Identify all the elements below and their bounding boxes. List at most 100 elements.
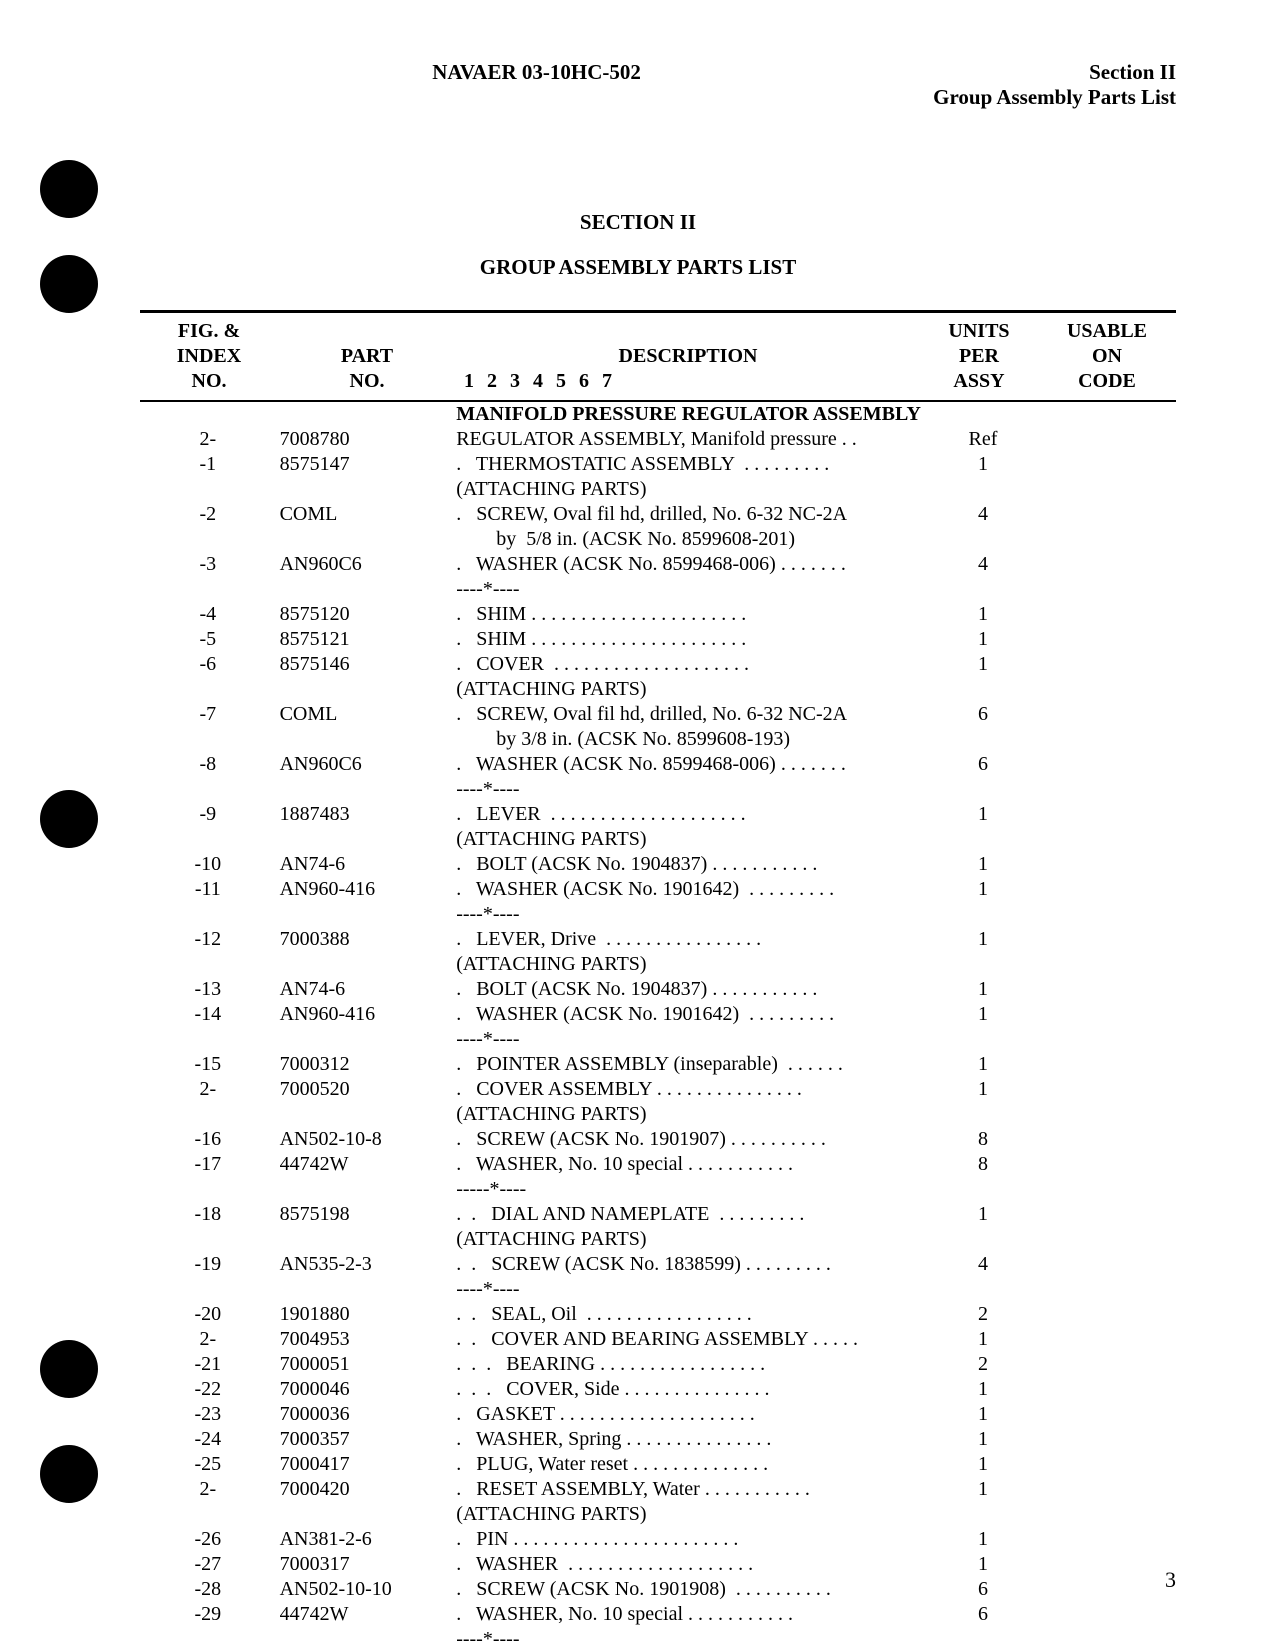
cell-fig-index: -12 [140, 927, 276, 952]
cell-description: (ATTACHING PARTS) [452, 477, 925, 502]
cell-fig-index: -11 [140, 877, 276, 902]
cell-units: 1 [925, 627, 1041, 652]
cell-description: . THERMOSTATIC ASSEMBLY . . . . . . . . … [452, 452, 925, 477]
cell-usable [1041, 577, 1176, 602]
cell-fig-index: -17 [140, 1152, 276, 1177]
cell-usable [1041, 802, 1176, 827]
cell-units: 1 [925, 1002, 1041, 1027]
cell-fig-index: -5 [140, 627, 276, 652]
cell-part-no [276, 727, 453, 752]
cell-part-no: AN960-416 [276, 877, 453, 902]
cell-part-no: 7000051 [276, 1352, 453, 1377]
cell-description: . . . COVER, Side . . . . . . . . . . . … [452, 1377, 925, 1402]
cell-description: . WASHER (ACSK No. 8599468-006) . . . . … [452, 752, 925, 777]
cell-units: 1 [925, 1202, 1041, 1227]
cell-part-no: 8575198 [276, 1202, 453, 1227]
cell-description: by 3/8 in. (ACSK No. 8599608-193) [452, 727, 925, 752]
cell-part-no: AN960C6 [276, 752, 453, 777]
cell-usable [1041, 727, 1176, 752]
table-row: -188575198. . DIAL AND NAMEPLATE . . . .… [140, 1202, 1176, 1227]
th: INDEX [177, 345, 241, 367]
subtitle: GROUP ASSEMBLY PARTS LIST [0, 255, 1276, 280]
table-row: -1744742W. WASHER, No. 10 special . . . … [140, 1152, 1176, 1177]
cell-units: Ref [925, 427, 1041, 452]
cell-fig-index: -3 [140, 552, 276, 577]
th: PER [959, 345, 999, 367]
punch-hole [40, 1445, 98, 1503]
cell-units [925, 1627, 1041, 1652]
table-row: -3AN960C6. WASHER (ACSK No. 8599468-006)… [140, 552, 1176, 577]
cell-fig-index [140, 1627, 276, 1652]
cell-fig-index: -20 [140, 1302, 276, 1327]
table-row: ----*---- [140, 902, 1176, 927]
cell-description: . LEVER, Drive . . . . . . . . . . . . .… [452, 927, 925, 952]
cell-usable [1041, 527, 1176, 552]
cell-fig-index: -6 [140, 652, 276, 677]
cell-description: ----*---- [452, 1027, 925, 1052]
section-sub: Group Assembly Parts List [933, 85, 1176, 109]
cell-fig-index: -7 [140, 702, 276, 727]
cell-usable [1041, 702, 1176, 727]
cell-description: . SCREW (ACSK No. 1901907) . . . . . . .… [452, 1127, 925, 1152]
cell-description: . . COVER AND BEARING ASSEMBLY . . . . . [452, 1327, 925, 1352]
cell-units: 1 [925, 1452, 1041, 1477]
page: NAVAER 03-10HC-502 Section II Group Asse… [0, 0, 1276, 1633]
table-row: ----*---- [140, 577, 1176, 602]
table-row: -14AN960-416. WASHER (ACSK No. 1901642) … [140, 1002, 1176, 1027]
cell-usable [1041, 1602, 1176, 1627]
cell-fig-index: -22 [140, 1377, 276, 1402]
cell-description: . POINTER ASSEMBLY (inseparable) . . . .… [452, 1052, 925, 1077]
cell-usable [1041, 1202, 1176, 1227]
table-row: ----*---- [140, 1627, 1176, 1652]
cell-fig-index: -18 [140, 1202, 276, 1227]
cell-usable [1041, 652, 1176, 677]
cell-units: 1 [925, 1402, 1041, 1427]
cell-part-no: 1901880 [276, 1302, 453, 1327]
cell-units: 4 [925, 1252, 1041, 1277]
cell-usable [1041, 502, 1176, 527]
cell-units: 1 [925, 877, 1041, 902]
cell-description: (ATTACHING PARTS) [452, 1102, 925, 1127]
cell-usable [1041, 977, 1176, 1002]
table-row: -10AN74-6. BOLT (ACSK No. 1904837) . . .… [140, 852, 1176, 877]
table-row: (ATTACHING PARTS) [140, 677, 1176, 702]
cell-usable [1041, 1152, 1176, 1177]
cell-fig-index [140, 1102, 276, 1127]
table-row: -----*---- [140, 1177, 1176, 1202]
cell-description: by 5/8 in. (ACSK No. 8599608-201) [452, 527, 925, 552]
group-heading-row: MANIFOLD PRESSURE REGULATOR ASSEMBLY [140, 402, 1176, 427]
table-row: -217000051. . . BEARING . . . . . . . . … [140, 1352, 1176, 1377]
cell-part-no: 7000520 [276, 1077, 453, 1102]
table-row: ----*---- [140, 1277, 1176, 1302]
group-heading: MANIFOLD PRESSURE REGULATOR ASSEMBLY [452, 402, 925, 427]
cell-part-no: AN502-10-10 [276, 1577, 453, 1602]
cell-units [925, 1177, 1041, 1202]
cell-units: 6 [925, 1602, 1041, 1627]
cell-part-no: 7000036 [276, 1402, 453, 1427]
th: NO. [350, 370, 385, 392]
cell-part-no [276, 1102, 453, 1127]
cell-usable [1041, 1627, 1176, 1652]
cell-fig-index: -26 [140, 1527, 276, 1552]
cell-description: . BOLT (ACSK No. 1904837) . . . . . . . … [452, 977, 925, 1002]
cell-units [925, 677, 1041, 702]
cell-fig-index: -2 [140, 502, 276, 527]
cell-units [925, 1502, 1041, 1527]
cell-part-no: AN74-6 [276, 977, 453, 1002]
cell-fig-index [140, 577, 276, 602]
cell-units: 1 [925, 1327, 1041, 1352]
cell-usable [1041, 777, 1176, 802]
cell-units [925, 477, 1041, 502]
table-row: 2-7000520. COVER ASSEMBLY . . . . . . . … [140, 1077, 1176, 1102]
th: UNITS [948, 320, 1009, 342]
section-label: Section II Group Assembly Parts List [933, 60, 1176, 110]
cell-description: . WASHER, Spring . . . . . . . . . . . .… [452, 1427, 925, 1452]
cell-usable [1041, 1377, 1176, 1402]
table-row: -257000417. PLUG, Water reset . . . . . … [140, 1452, 1176, 1477]
cell-fig-index: 2- [140, 1327, 276, 1352]
cell-description: -----*---- [452, 1177, 925, 1202]
table-row: (ATTACHING PARTS) [140, 1502, 1176, 1527]
cell-usable [1041, 877, 1176, 902]
cell-description: (ATTACHING PARTS) [452, 677, 925, 702]
cell-fig-index [140, 1502, 276, 1527]
